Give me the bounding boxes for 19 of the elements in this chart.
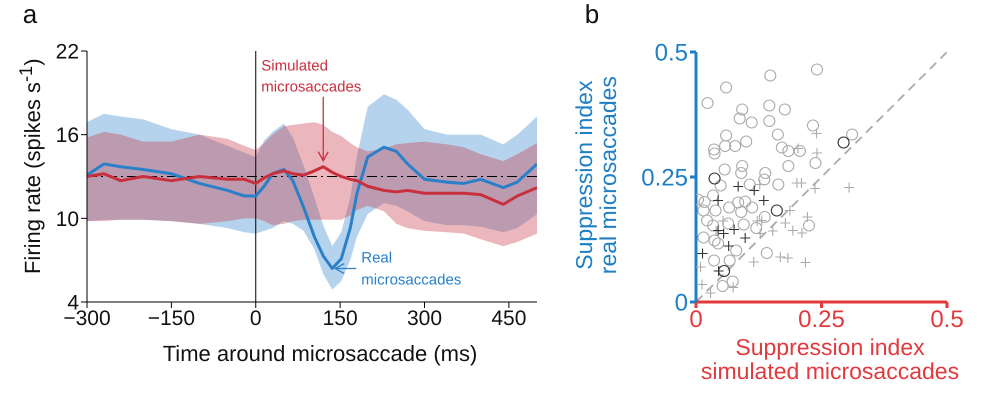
x-tick-label: 300 [406, 306, 442, 330]
x-tick-label: 0 [250, 306, 262, 330]
x-tick-label: 450 [491, 306, 526, 330]
x-axis-title: Time around microsaccade (ms) [162, 340, 478, 366]
x-tick-label: 0.5 [930, 306, 964, 334]
y-tick-label: 10 [56, 208, 79, 231]
x-tick-label: −150 [148, 306, 196, 330]
y-tick-label: 0.5 [654, 40, 688, 67]
chart-title: a [22, 0, 38, 30]
chart-title: b [584, 0, 600, 30]
x-tick-label: 0.25 [798, 306, 845, 334]
annotation: Simulated microsaccades [261, 58, 362, 96]
x-tick-label: 150 [322, 306, 358, 330]
y-axis-title: Suppression index real microsaccades [570, 76, 621, 274]
y-tick-label: 16 [56, 124, 79, 148]
y-tick-label: 22 [56, 40, 79, 64]
x-axis-title: Suppression index simulated microsaccades [700, 334, 960, 384]
annotation: Real microsaccades [361, 250, 462, 289]
y-tick-label: 0.25 [641, 164, 688, 192]
